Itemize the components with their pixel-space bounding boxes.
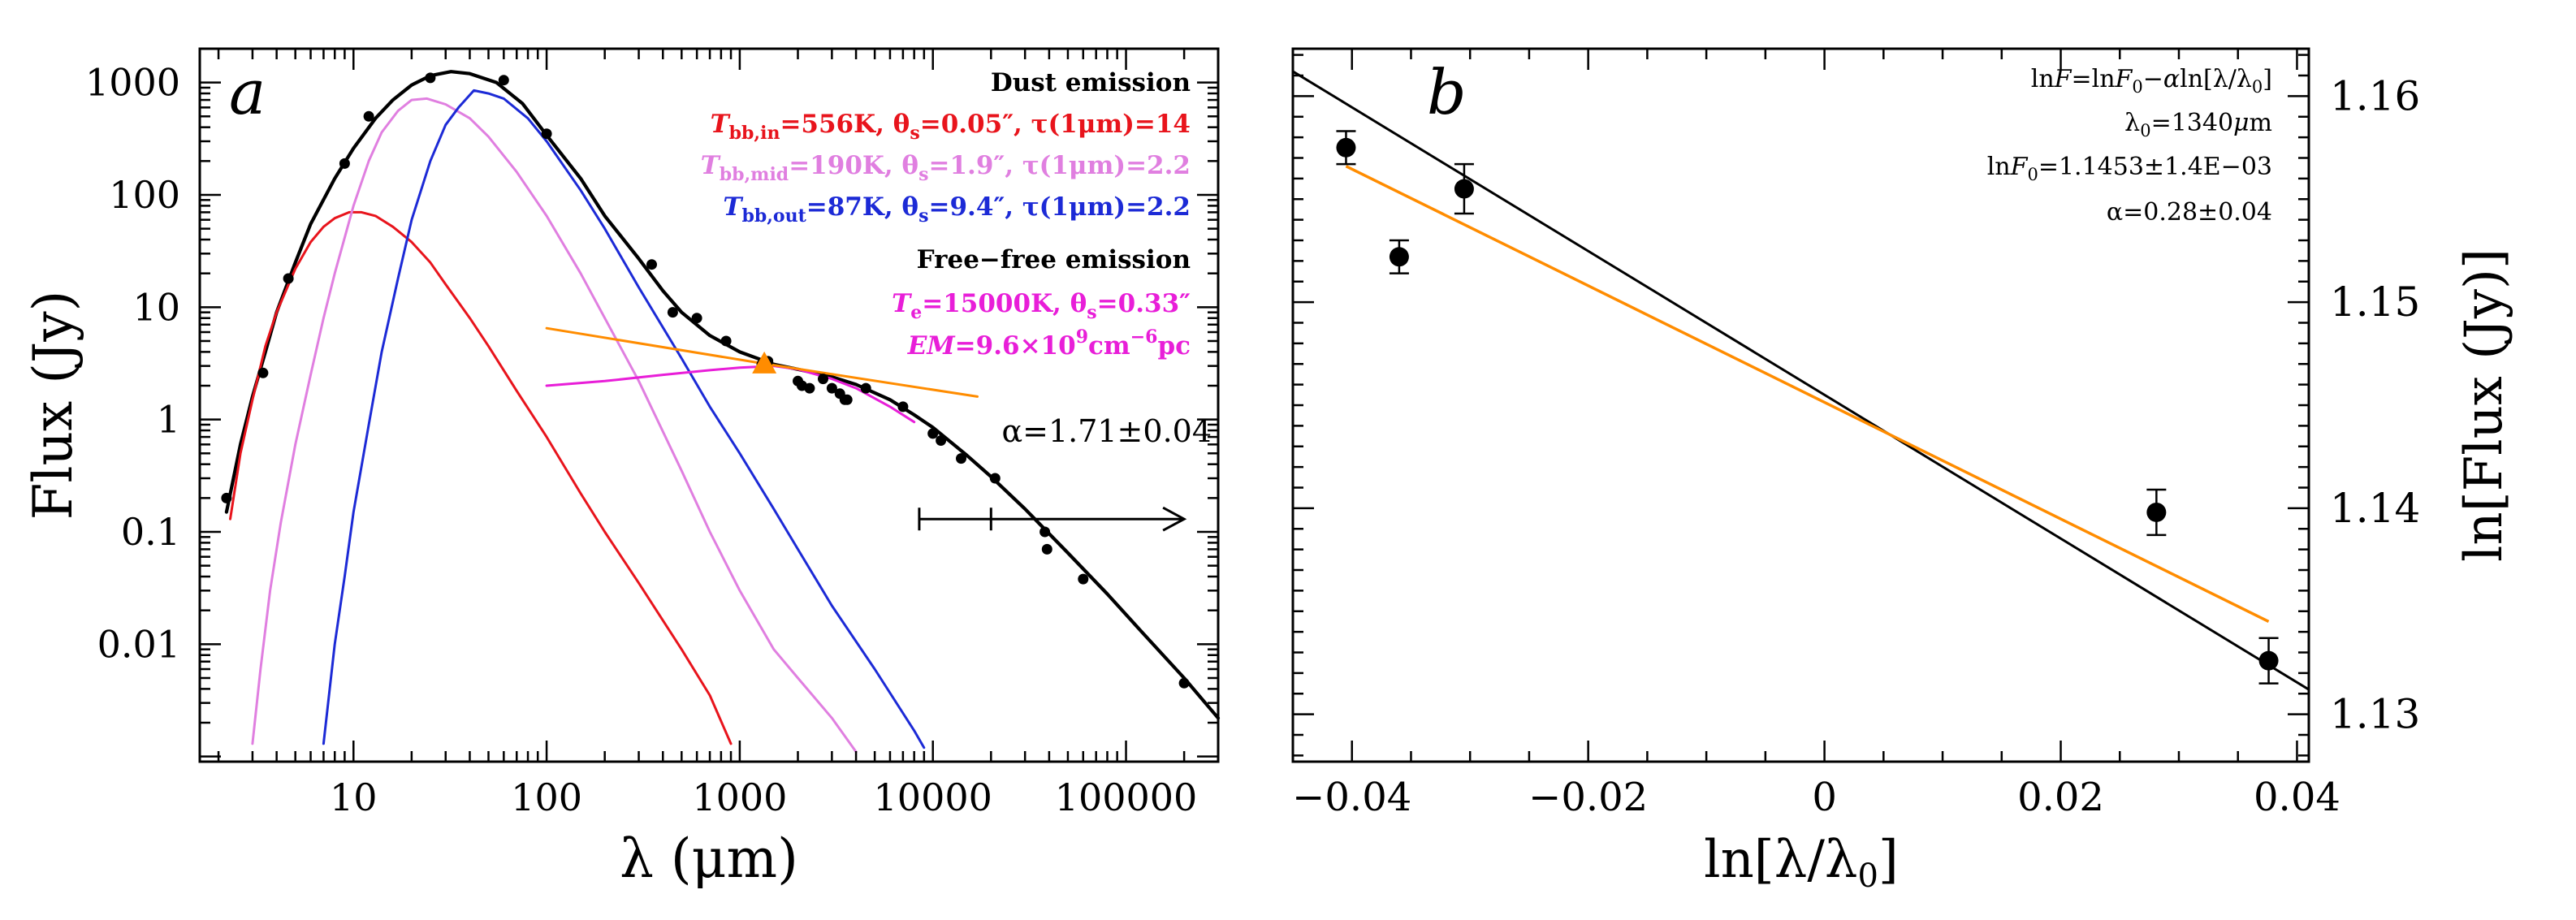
data-point — [498, 75, 509, 86]
data-point-with-error — [2146, 488, 2167, 537]
legend-b-line3: lnF0=1.1453±1.4E−03 — [1987, 153, 2272, 184]
legend-outer: Tbb,out=87K, θs=9.4″, τ(1μm)=2.2 — [723, 192, 1191, 227]
data-point — [1041, 543, 1052, 555]
data-point — [1039, 526, 1051, 538]
panel-b-lines — [1292, 70, 2310, 691]
legend-dust-title: Dust emission — [991, 68, 1191, 97]
panel-b-ylabel: ln[Flux (Jy)] — [2454, 248, 2514, 562]
panel-b-legend: lnF=lnF0−αln[λ/λ0] λ0=1340μm lnF0=1.1453… — [1987, 65, 2272, 227]
data-point — [1078, 573, 1089, 585]
x-tick-label: 0.04 — [2254, 775, 2340, 820]
line-black-fit — [1292, 70, 2310, 691]
data-point — [936, 435, 947, 446]
y-tick-label: 1.15 — [2330, 279, 2420, 326]
data-point-with-error — [2258, 637, 2279, 685]
data-point — [2146, 502, 2167, 522]
panel-b-xlabel: ln[λ/λ0] — [1704, 830, 1899, 895]
line-orange-fit — [1345, 165, 2270, 624]
legend-inner: Tbb,in=556K, θs=0.05″, τ(1μm)=14 — [711, 110, 1191, 144]
curve-outer — [322, 89, 926, 749]
panel-b-ticks: −0.04 −0.02 0 0.02 0.04 1.13 1.14 1.15 1.16 — [1291, 49, 2420, 820]
data-point-with-error — [1389, 239, 1409, 274]
x-tick-label: 0.02 — [2017, 775, 2104, 820]
panel-a-ylabel: Flux (Jy) — [22, 291, 84, 520]
curve-middle — [251, 97, 858, 754]
data-point — [1389, 247, 1409, 267]
data-point — [927, 428, 939, 439]
y-tick-label: 1.13 — [2330, 691, 2420, 738]
panel-a-points — [221, 72, 1190, 689]
data-point — [826, 382, 837, 394]
y-tick-label: 1.16 — [2330, 72, 2420, 119]
data-point — [1454, 179, 1474, 199]
x-tick-label: 10000 — [874, 775, 992, 819]
arrow-head — [1162, 506, 1187, 532]
legend-ff1: Te=15000K, θs=0.33″ — [892, 289, 1191, 323]
data-point-with-error — [1454, 162, 1474, 215]
panel-a-legend: Dust emission Tbb,in=556K, θs=0.05″, τ(1… — [701, 68, 1191, 361]
legend-middle: Tbb,mid=190K, θs=1.9″, τ(1μm)=2.2 — [701, 151, 1191, 185]
curve-free-free — [545, 365, 916, 424]
curve-total — [224, 70, 1221, 720]
x-tick-label: −0.02 — [1528, 775, 1648, 820]
y-tick-label: 0.01 — [97, 622, 180, 666]
x-tick-label: 100 — [511, 775, 582, 819]
panel-a-arrow — [918, 506, 1187, 532]
data-point — [363, 110, 374, 122]
data-point — [339, 158, 350, 169]
y-tick-label: 10 — [132, 285, 180, 329]
panel-b-frame — [1291, 47, 2310, 763]
x-tick-label: 100000 — [1055, 775, 1198, 819]
data-point — [956, 453, 966, 464]
data-point — [897, 401, 909, 412]
data-point — [667, 307, 678, 318]
data-point — [1336, 137, 1356, 158]
legend-ff2: EM=9.6×109cm−6pc — [907, 326, 1191, 361]
data-point — [1178, 677, 1190, 689]
data-point — [804, 382, 815, 394]
data-point — [989, 473, 1001, 484]
panel-b-points — [1336, 130, 2279, 685]
legend-b-line1: lnF=lnF0−αln[λ/λ0] — [2031, 65, 2272, 97]
data-point — [691, 313, 702, 324]
panel-b-label: b — [1427, 56, 1467, 128]
data-point-with-error — [1336, 130, 1356, 166]
y-tick-label: 0.1 — [121, 510, 180, 554]
y-tick-label: 1 — [157, 398, 180, 442]
panel-a-frame — [198, 47, 1220, 763]
panel-b: −0.04 −0.02 0 0.02 0.04 1.13 1.14 1.15 1.16 b ln… — [1291, 47, 2514, 895]
data-point — [860, 382, 871, 394]
x-tick-label: 10 — [330, 775, 378, 819]
panel-a-alpha-annotation: α=1.71±0.04 — [1001, 413, 1212, 449]
data-point — [257, 367, 269, 378]
x-tick-label: −0.04 — [1292, 775, 1411, 820]
fit-anchor-marker — [752, 351, 777, 374]
data-point — [720, 335, 732, 347]
data-point — [283, 273, 294, 284]
data-point — [425, 72, 436, 84]
panel-a-ticks: 10 100 1000 10000 100000 0.01 0.1 1 10 100 1000 — [85, 47, 1220, 819]
data-point — [818, 374, 828, 385]
legend-b-line2: λ0=1340μm — [2124, 109, 2272, 140]
data-point — [541, 128, 552, 140]
panel-a-xlabel: λ (μm) — [620, 827, 798, 890]
x-tick-label: 1000 — [692, 775, 787, 819]
y-tick-label: 1000 — [85, 61, 180, 105]
legend-b-line4: α=0.28±0.04 — [2107, 198, 2272, 227]
panel-a-label: a — [229, 56, 266, 128]
curve-inner — [229, 210, 733, 745]
data-point — [841, 394, 853, 405]
data-point — [221, 492, 232, 503]
x-tick-label: 0 — [1812, 775, 1837, 820]
y-tick-label: 100 — [109, 173, 180, 217]
data-point — [2258, 650, 2279, 671]
y-tick-label: 1.14 — [2330, 485, 2420, 532]
data-point — [646, 259, 657, 270]
legend-ff-title: Free−free emission — [917, 245, 1191, 274]
